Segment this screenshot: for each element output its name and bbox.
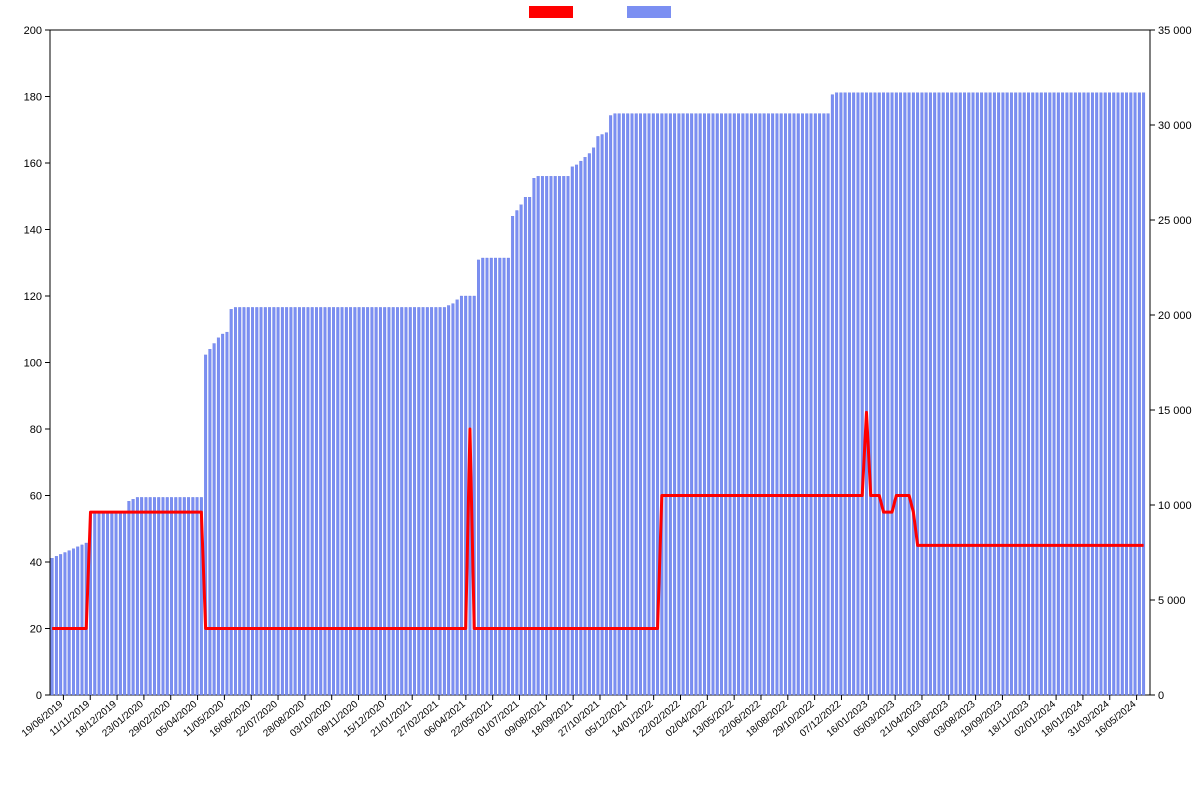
y-left-tick-label: 100 (24, 358, 42, 370)
y-right-tick-label: 0 (1158, 690, 1164, 702)
y-right-tick-label: 15 000 (1158, 405, 1192, 417)
y-right-tick-label: 20 000 (1158, 310, 1192, 322)
dual-axis-chart: 0 20 40 60 80 100 120 140 160 180 200 0 5 000 10 000 1… (0, 0, 1200, 800)
y-left-tick-label: 120 (24, 291, 42, 303)
y-left-tick-label: 160 (24, 158, 42, 170)
y-right-tick-label: 30 000 (1158, 120, 1192, 132)
y-right-tick-label: 25 000 (1158, 215, 1192, 227)
y-left-tick-label: 0 (36, 690, 42, 702)
y-left-tick-label: 80 (30, 424, 42, 436)
legend-swatch (529, 6, 573, 18)
y-right-tick-label: 35 000 (1158, 25, 1192, 37)
y-left-tick-label: 180 (24, 92, 42, 104)
y-right-tick-label: 10 000 (1158, 500, 1192, 512)
y-left-tick-label: 140 (24, 225, 42, 237)
legend-swatch (627, 6, 671, 18)
y-left-tick-label: 200 (24, 25, 42, 37)
y-left-tick-label: 20 (30, 624, 42, 636)
y-right-tick-label: 5 000 (1158, 595, 1186, 607)
y-left-tick-label: 60 (30, 491, 42, 503)
y-left-tick-label: 40 (30, 557, 42, 569)
